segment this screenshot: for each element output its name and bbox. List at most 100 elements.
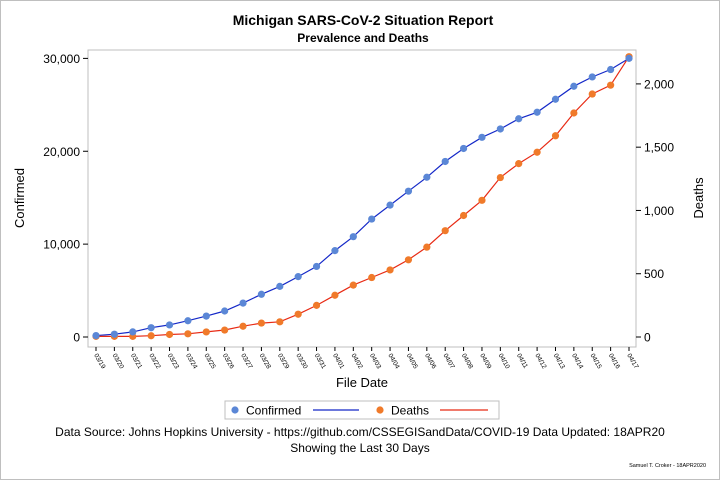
confirmed-point xyxy=(533,108,541,116)
deaths-point xyxy=(607,81,615,89)
time-window-note: Showing the Last 30 Days xyxy=(290,441,430,455)
confirmed-point xyxy=(331,247,339,255)
y2-tick-label: 1,500 xyxy=(644,141,674,155)
y-axis: 0 10,000 20,000 30,000 xyxy=(43,52,88,345)
deaths-point xyxy=(478,196,486,204)
x-tick-label: 04/10 xyxy=(497,353,511,371)
chart-title: Michigan SARS-CoV-2 Situation Report xyxy=(233,12,494,28)
deaths-point xyxy=(441,227,449,235)
x-tick-label: 04/06 xyxy=(423,353,437,371)
x-tick-label: 03/22 xyxy=(147,353,161,371)
deaths-point xyxy=(459,211,468,220)
confirmed-point xyxy=(441,157,449,166)
deaths-point xyxy=(386,266,394,274)
confirmed-point xyxy=(404,187,413,195)
confirmed-point xyxy=(129,328,137,336)
confirmed-point xyxy=(184,317,192,325)
legend-confirmed-marker xyxy=(231,406,239,414)
confirmed-point xyxy=(423,173,431,181)
x-tick-label: 03/20 xyxy=(111,353,125,371)
confirmed-point xyxy=(496,125,504,133)
deaths-point xyxy=(202,328,210,336)
confirmed-point xyxy=(110,330,118,338)
deaths-point xyxy=(515,160,523,168)
deaths-point xyxy=(276,318,284,326)
legend-deaths-marker xyxy=(376,406,384,414)
x-tick-label: 03/30 xyxy=(294,353,308,371)
x-axis-label: File Date xyxy=(336,375,388,390)
confirmed-markers xyxy=(92,54,633,340)
y2-tick-label: 500 xyxy=(644,267,664,281)
author-credit: Samuel T. Croker - 18APR2020 xyxy=(629,463,706,469)
confirmed-point xyxy=(515,115,523,123)
confirmed-point xyxy=(607,65,615,74)
x-tick-label: 04/02 xyxy=(350,353,364,371)
confirmed-point xyxy=(221,307,229,315)
confirmed-point xyxy=(92,332,100,340)
confirmed-point xyxy=(257,290,266,298)
deaths-point xyxy=(404,256,413,264)
y-tick-label: 10,000 xyxy=(43,238,80,252)
confirmed-point xyxy=(570,82,578,90)
deaths-point xyxy=(331,291,339,299)
confirmed-point xyxy=(459,144,468,153)
plot-frame xyxy=(87,49,637,348)
confirmed-point xyxy=(239,299,247,307)
x-tick-label: 04/05 xyxy=(405,353,419,371)
confirmed-point xyxy=(551,95,560,103)
confirmed-point xyxy=(294,273,302,281)
x-tick-label: 03/29 xyxy=(276,353,290,371)
deaths-point xyxy=(551,132,560,140)
y-axis-label: Confirmed xyxy=(12,168,27,228)
deaths-point xyxy=(533,148,541,156)
deaths-point xyxy=(496,173,504,182)
deaths-point xyxy=(165,330,174,339)
x-tick-label: 04/14 xyxy=(570,353,584,371)
deaths-point xyxy=(221,326,229,334)
x-tick-label: 04/09 xyxy=(478,353,492,371)
confirmed-point xyxy=(147,324,155,332)
deaths-markers xyxy=(92,53,633,340)
deaths-point xyxy=(423,243,431,251)
legend-deaths-label: Deaths xyxy=(391,404,429,418)
legend-frame xyxy=(224,400,500,420)
y2-tick-label: 2,000 xyxy=(644,77,674,91)
y2-tick-label: 0 xyxy=(644,331,651,345)
confirmed-point xyxy=(276,282,284,290)
legend: Confirmed Deaths xyxy=(224,400,500,420)
confirmed-point xyxy=(368,215,376,223)
y2-axis: 0 500 1,000 1,500 2,000 xyxy=(636,77,674,345)
x-tick-label: 04/15 xyxy=(589,353,603,371)
x-tick-label: 04/17 xyxy=(625,353,639,371)
x-tick-label: 04/11 xyxy=(515,353,529,371)
deaths-point xyxy=(368,273,376,282)
x-tick-label: 04/03 xyxy=(368,353,382,371)
y2-tick-label: 1,000 xyxy=(644,204,674,218)
x-tick-label: 04/16 xyxy=(607,353,621,371)
deaths-point xyxy=(294,310,302,318)
x-tick-label: 03/21 xyxy=(129,353,143,371)
confirmed-point xyxy=(312,262,321,271)
deaths-series-line xyxy=(96,56,630,337)
legend-confirmed-label: Confirmed xyxy=(246,404,301,418)
x-tick-label: 03/28 xyxy=(258,353,272,371)
confirmed-point xyxy=(588,73,596,81)
deaths-point xyxy=(588,90,596,98)
deaths-point xyxy=(147,332,155,340)
deaths-point xyxy=(239,322,247,330)
confirmed-point xyxy=(478,133,486,141)
x-tick-label: 03/24 xyxy=(184,353,198,371)
confirmed-point xyxy=(165,321,174,329)
x-tick-label: 04/07 xyxy=(441,353,455,371)
confirmed-point xyxy=(202,312,210,320)
y-tick-label: 0 xyxy=(73,331,80,345)
y-tick-label: 30,000 xyxy=(43,52,80,66)
x-tick-label: 03/25 xyxy=(203,353,217,371)
x-tick-label: 03/27 xyxy=(239,353,253,371)
x-tick-label: 03/26 xyxy=(221,353,235,371)
confirmed-point xyxy=(625,54,633,62)
x-tick-label: 03/23 xyxy=(166,353,180,371)
x-tick-label: 04/01 xyxy=(331,353,345,371)
x-axis: 03/19 03/20 03/21 03/22 03/23 03/24 03/25 03/26… xyxy=(92,347,640,371)
